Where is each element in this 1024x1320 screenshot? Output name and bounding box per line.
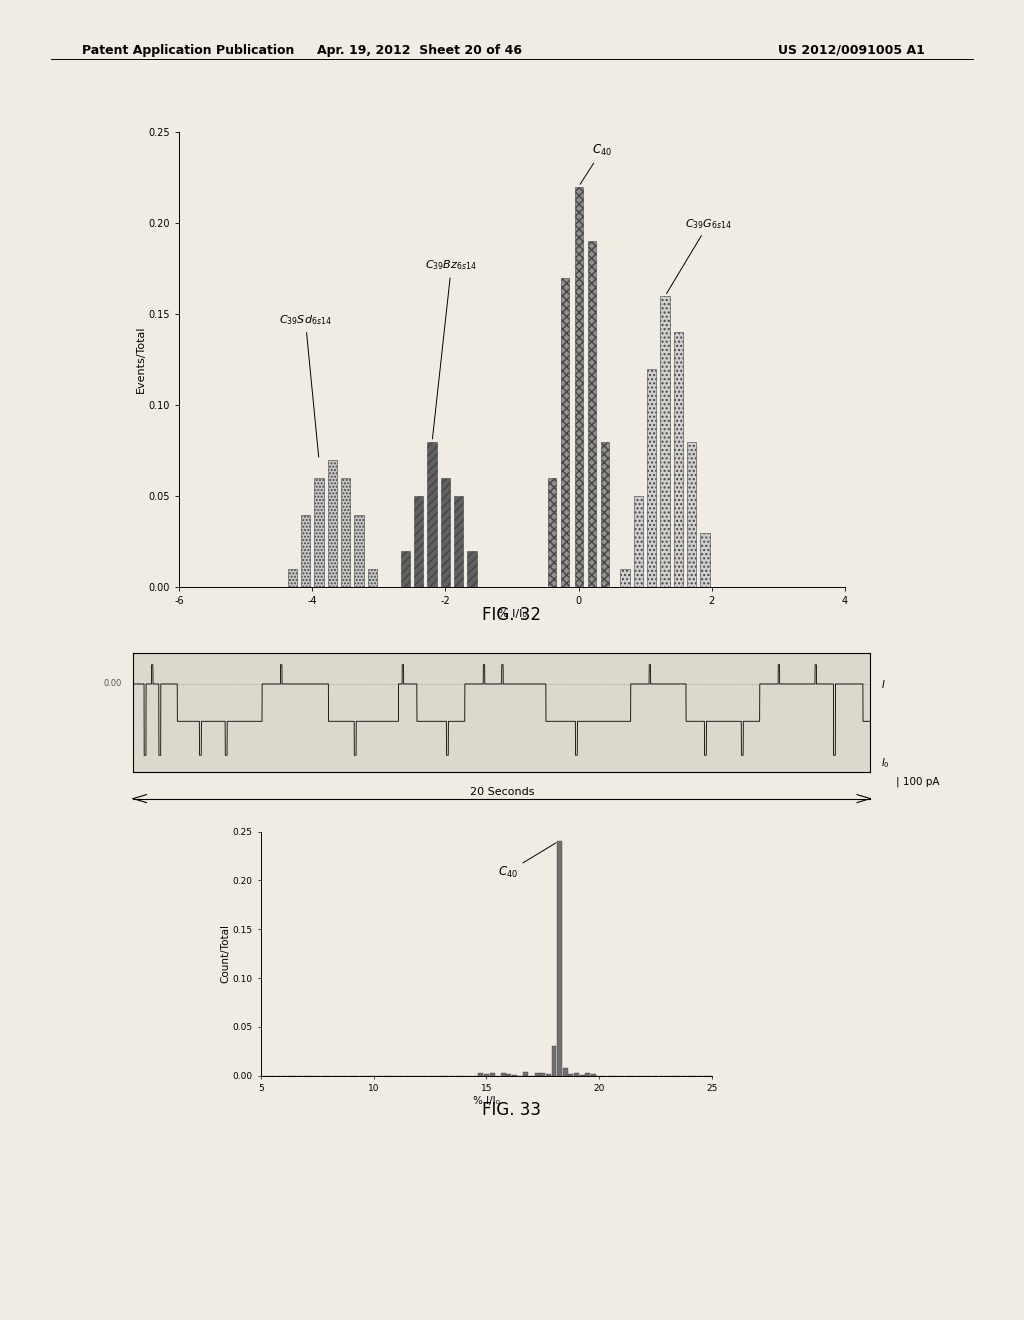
Bar xyxy=(601,442,609,587)
Bar xyxy=(467,550,477,587)
Bar xyxy=(561,277,569,587)
Text: | 100 pA: | 100 pA xyxy=(896,776,939,787)
Bar xyxy=(400,550,411,587)
Bar xyxy=(591,1074,596,1076)
Text: $I_0$: $I_0$ xyxy=(882,756,890,770)
Bar xyxy=(414,496,424,587)
Text: $C_{39}G_{6s14}$: $C_{39}G_{6s14}$ xyxy=(667,216,732,293)
Bar xyxy=(328,459,337,587)
Bar xyxy=(523,1072,528,1076)
Bar xyxy=(621,569,630,587)
Bar xyxy=(546,1074,551,1076)
Bar xyxy=(647,368,656,587)
Bar xyxy=(700,533,710,587)
Text: $C_{40}$: $C_{40}$ xyxy=(580,143,612,185)
Bar xyxy=(427,442,437,587)
Text: $C_{39}Sd_{6s14}$: $C_{39}Sd_{6s14}$ xyxy=(279,313,332,457)
Text: Patent Application Publication: Patent Application Publication xyxy=(82,44,294,57)
Bar xyxy=(341,478,350,587)
Y-axis label: Events/Total: Events/Total xyxy=(136,326,145,393)
Text: $I$: $I$ xyxy=(882,678,886,690)
Text: $C_{39}Bz_{6s14}$: $C_{39}Bz_{6s14}$ xyxy=(426,259,477,440)
Bar xyxy=(552,1047,556,1076)
Text: FIG. 32: FIG. 32 xyxy=(482,606,542,624)
Bar xyxy=(674,333,683,587)
Bar xyxy=(288,569,297,587)
Text: FIG. 33: FIG. 33 xyxy=(482,1101,542,1119)
Bar xyxy=(535,1073,540,1076)
Text: Apr. 19, 2012  Sheet 20 of 46: Apr. 19, 2012 Sheet 20 of 46 xyxy=(317,44,522,57)
Bar xyxy=(501,1073,506,1076)
Bar xyxy=(354,515,364,587)
Bar xyxy=(478,1073,483,1076)
Bar xyxy=(588,242,596,587)
X-axis label: % I/I₀: % I/I₀ xyxy=(473,1096,500,1106)
Bar xyxy=(563,1068,567,1076)
Bar xyxy=(368,569,377,587)
Bar xyxy=(440,478,451,587)
Bar xyxy=(557,841,562,1076)
Bar xyxy=(541,1073,545,1076)
Bar xyxy=(568,1074,573,1076)
Bar xyxy=(548,478,556,587)
Text: US 2012/0091005 A1: US 2012/0091005 A1 xyxy=(778,44,925,57)
Bar xyxy=(574,1073,579,1076)
Bar xyxy=(301,515,310,587)
Bar xyxy=(314,478,324,587)
Bar xyxy=(454,496,464,587)
Bar xyxy=(660,296,670,587)
Bar xyxy=(507,1073,511,1076)
Bar xyxy=(484,1074,488,1076)
Bar xyxy=(574,186,583,587)
Bar xyxy=(687,442,696,587)
Bar xyxy=(634,496,643,587)
Bar xyxy=(586,1073,590,1076)
Text: 20 Seconds: 20 Seconds xyxy=(470,787,534,797)
X-axis label: % I/I₀: % I/I₀ xyxy=(498,610,526,619)
Text: $C_{40}$: $C_{40}$ xyxy=(498,842,556,879)
Y-axis label: Count/Total: Count/Total xyxy=(220,924,229,983)
Text: 0.00: 0.00 xyxy=(103,680,122,689)
Bar xyxy=(489,1073,495,1076)
